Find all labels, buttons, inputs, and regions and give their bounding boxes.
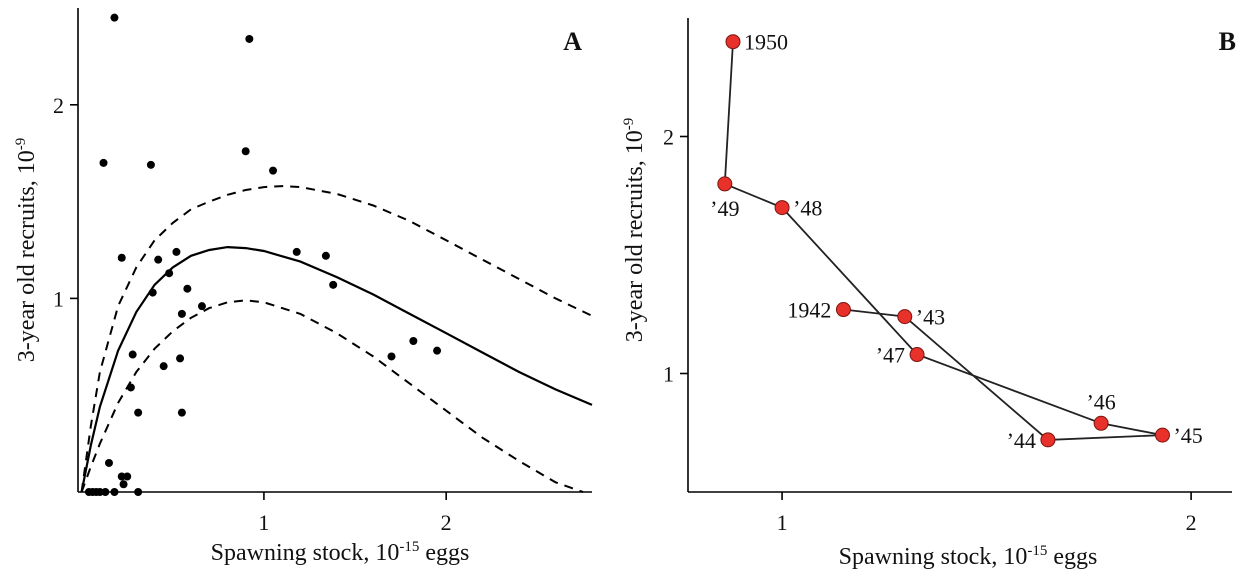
panel-a: 1 2 1 2 A Spawning stock, 10-15 eggs 3-year ol… (13, 8, 593, 566)
year-label: ’47 (876, 343, 905, 368)
year-label: ’45 (1173, 423, 1202, 448)
data-point (119, 480, 128, 489)
data-point (126, 383, 135, 392)
y-tick-label: 1 (663, 362, 674, 387)
year-label: ’44 (1007, 428, 1036, 453)
data-point (154, 255, 163, 264)
year-point (897, 309, 913, 325)
data-point (321, 251, 330, 260)
data-point (95, 488, 104, 496)
data-point (292, 247, 301, 256)
panel-b: 1 2 1 2 1942 ’43 ’44 ’45 ’46 ’47 ’48 ’49 1950 B Spawni… (621, 18, 1236, 570)
data-point (269, 166, 278, 175)
data-point (159, 362, 168, 371)
year-point (725, 34, 741, 50)
y-tick-label: 2 (663, 125, 674, 150)
year-label: 1950 (744, 30, 788, 55)
data-point (183, 284, 192, 293)
x-tick-label: 1 (777, 510, 788, 535)
data-point (134, 408, 143, 417)
year-label: ’46 (1086, 389, 1115, 414)
data-point (99, 158, 108, 167)
data-point (101, 488, 110, 496)
x-axis-label: Spawning stock, 10-15 eggs (211, 539, 470, 566)
data-point (433, 346, 442, 355)
data-point (245, 34, 254, 43)
panel-label: B (1219, 27, 1236, 56)
y-tick-label: 1 (53, 286, 64, 311)
data-point (148, 288, 157, 297)
y-tick-label: 2 (53, 93, 64, 118)
data-point (110, 13, 119, 22)
data-point (104, 458, 113, 467)
x-tick-label: 2 (441, 510, 452, 535)
data-point (134, 488, 143, 496)
data-point (172, 247, 181, 256)
year-trajectory-line (723, 41, 1163, 441)
year-point (1154, 427, 1170, 443)
year-label: ’48 (793, 196, 822, 221)
data-point (146, 160, 155, 169)
data-point (329, 280, 338, 289)
data-point (176, 354, 185, 363)
data-point (165, 269, 174, 278)
data-point (241, 147, 250, 156)
data-point (177, 309, 186, 318)
data-point (197, 302, 206, 311)
confidence-curve (80, 299, 584, 493)
data-point (117, 472, 126, 481)
x-tick-label: 2 (1186, 510, 1197, 535)
data-point (387, 352, 396, 361)
year-label: ’49 (710, 196, 739, 221)
confidence-curve (80, 185, 593, 493)
data-point (110, 488, 119, 496)
year-point (909, 347, 925, 363)
data-point (123, 472, 132, 481)
data-point (128, 350, 137, 359)
panel-label: A (563, 27, 582, 56)
year-point (1040, 432, 1056, 448)
fitted-curve (80, 245, 593, 493)
y-axis-label: 3-year old recruits, 10-9 (13, 138, 40, 362)
data-point (177, 408, 186, 417)
year-label: 1942 (787, 298, 831, 323)
x-axis-label: Spawning stock, 10-15 eggs (839, 543, 1098, 570)
data-point (117, 253, 126, 262)
year-point (717, 176, 733, 192)
year-label: ’43 (916, 305, 945, 330)
year-point (774, 200, 790, 216)
x-tick-label: 1 (258, 510, 269, 535)
y-axis-label: 3-year old recruits, 10-9 (621, 118, 648, 342)
year-point (1093, 415, 1109, 431)
data-point (409, 336, 418, 345)
year-point (835, 302, 851, 318)
